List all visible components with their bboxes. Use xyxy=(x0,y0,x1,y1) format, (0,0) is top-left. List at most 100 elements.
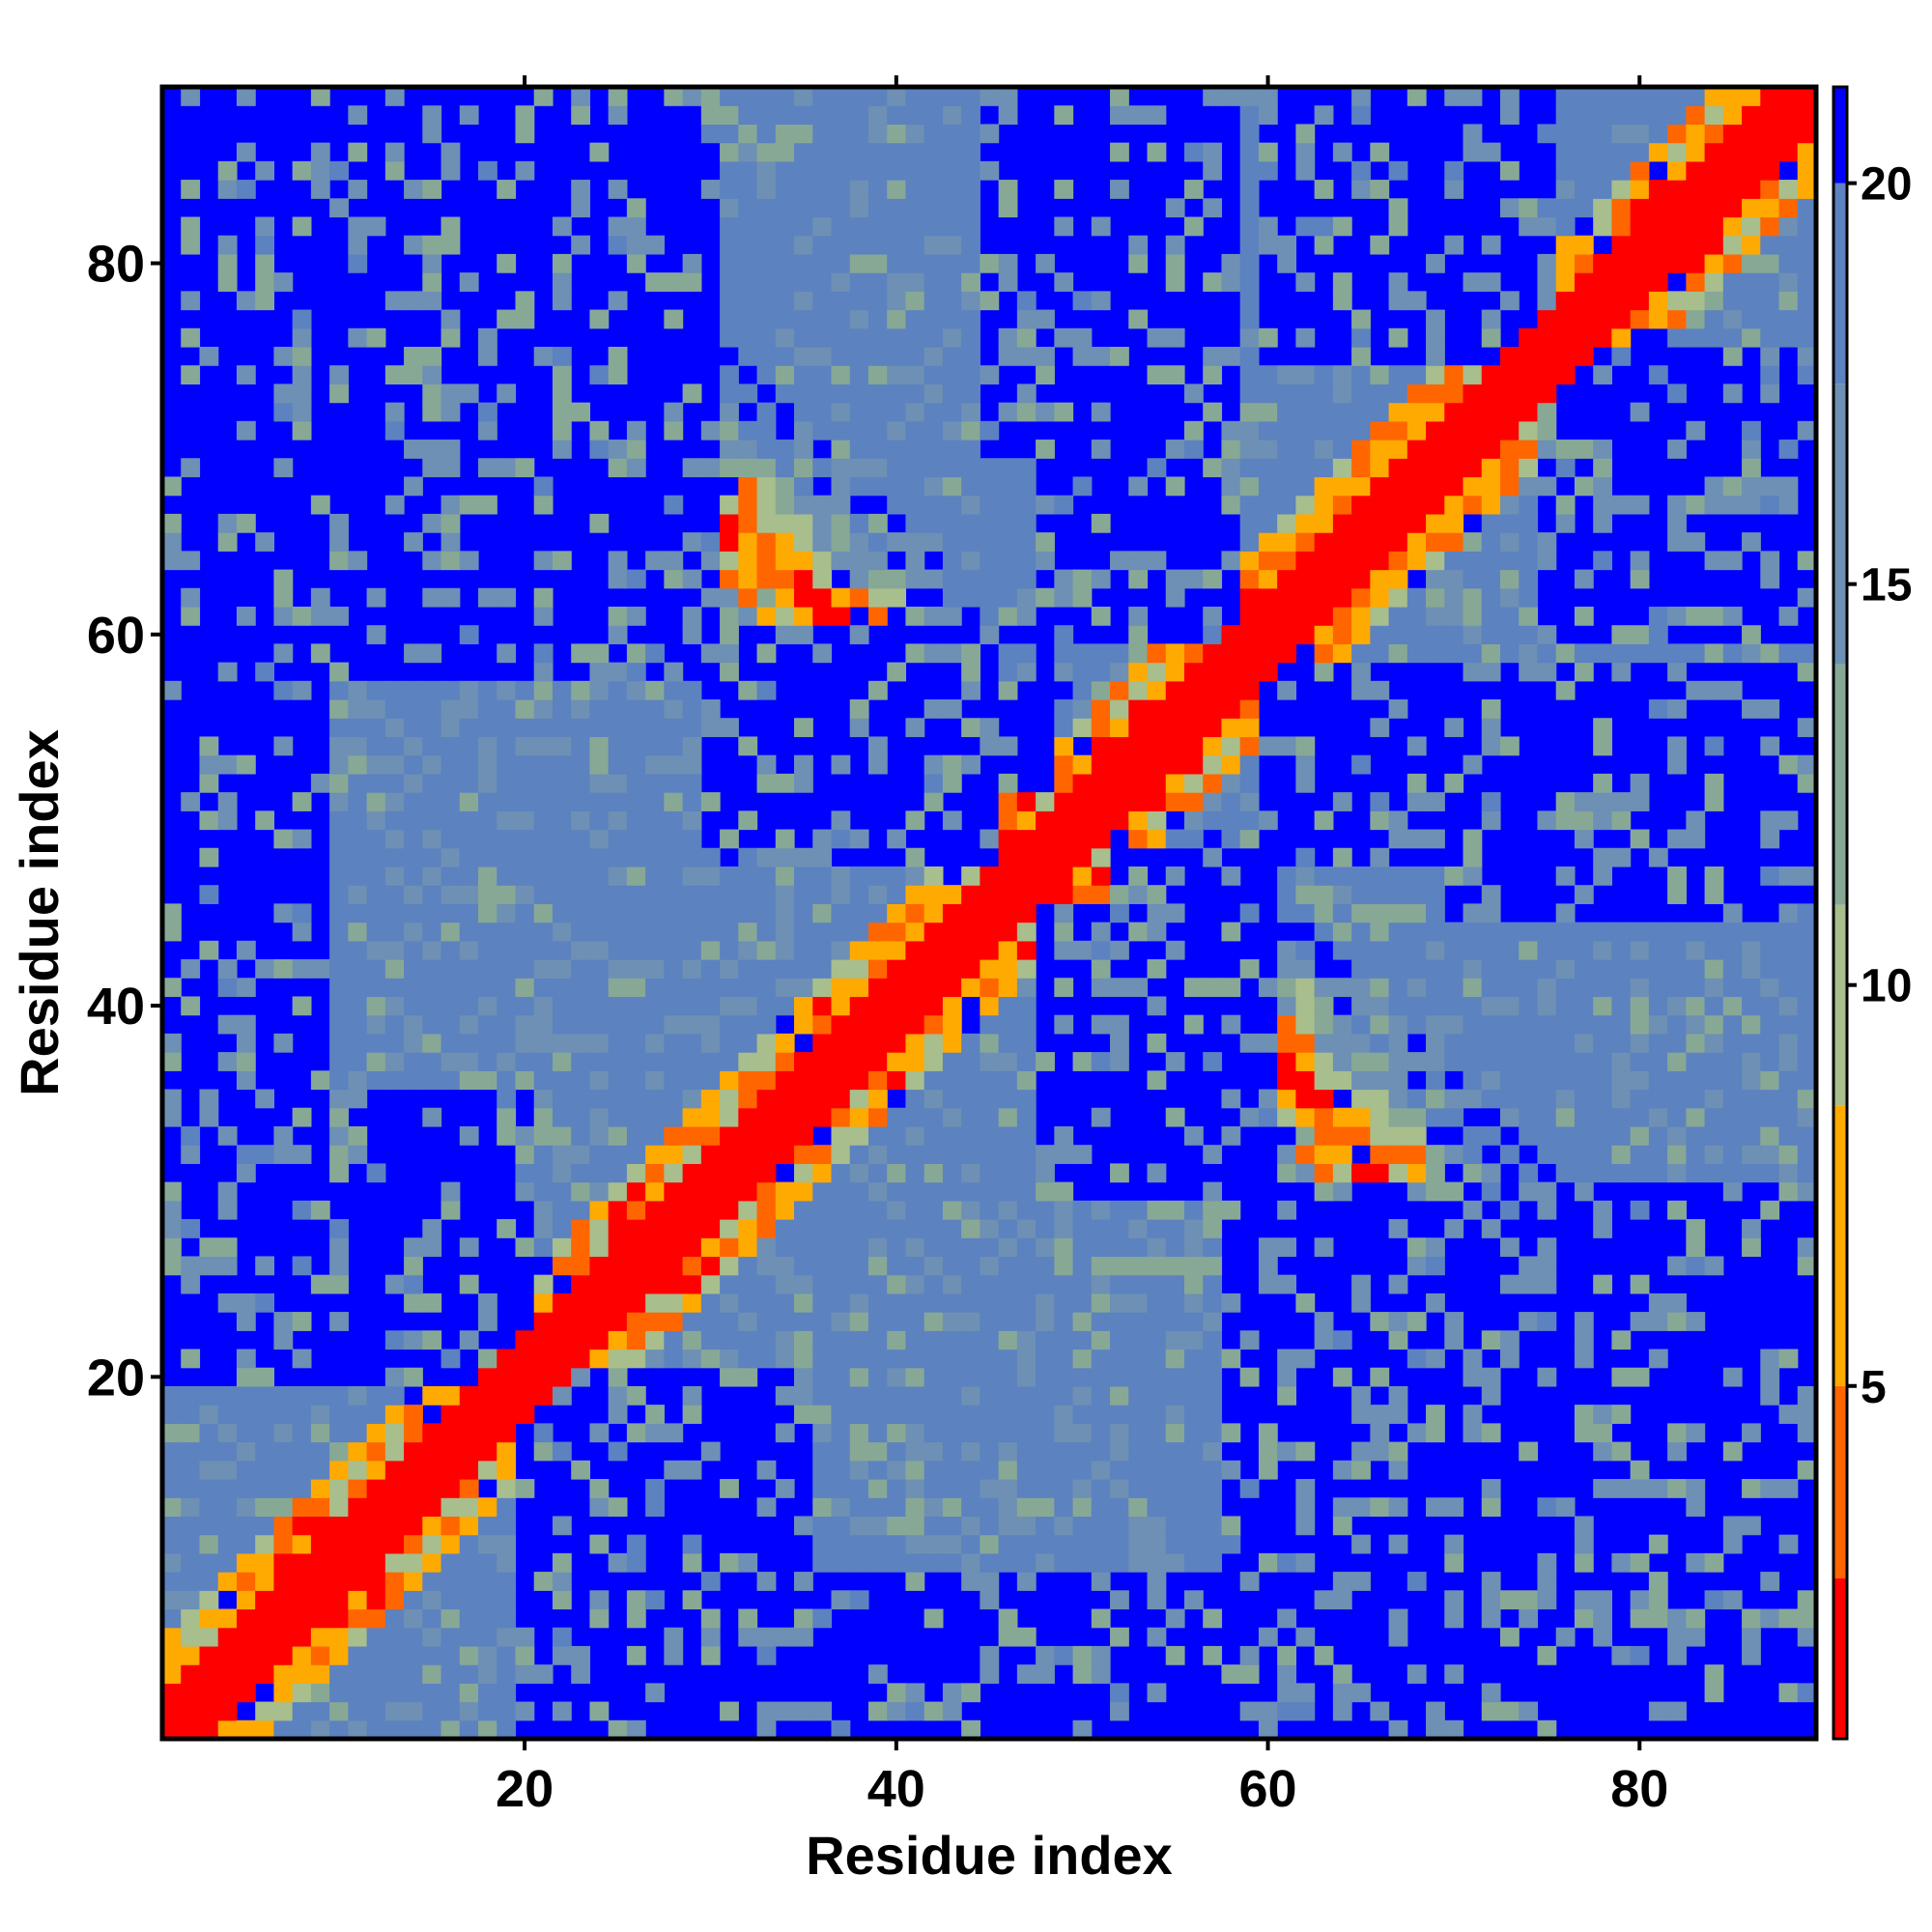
heatmap-cell xyxy=(1221,272,1241,292)
heatmap-cell xyxy=(905,1256,925,1276)
heatmap-cell xyxy=(422,1385,442,1406)
heatmap-cell xyxy=(1481,940,1501,960)
heatmap-cell xyxy=(459,625,479,644)
heatmap-cell xyxy=(812,1330,833,1350)
heatmap-cell xyxy=(1686,253,1706,273)
heatmap-cell xyxy=(1406,625,1427,644)
heatmap-cell xyxy=(720,922,739,942)
heatmap-cell xyxy=(794,625,813,644)
heatmap-cell xyxy=(1778,1405,1799,1424)
heatmap-cell xyxy=(478,866,497,886)
heatmap-cell xyxy=(1704,272,1724,292)
heatmap-cell xyxy=(1722,216,1743,237)
heatmap-cell xyxy=(1036,551,1055,571)
heatmap-cell xyxy=(1351,1033,1371,1053)
heatmap-cell xyxy=(1406,1052,1427,1071)
heatmap-cell xyxy=(1351,160,1371,181)
heatmap-cell xyxy=(720,1312,739,1331)
heatmap-cell xyxy=(1221,718,1241,738)
heatmap-cell xyxy=(1072,792,1093,811)
heatmap-cell xyxy=(867,458,888,478)
heatmap-cell xyxy=(831,1256,851,1276)
heatmap-cell xyxy=(1110,810,1129,831)
heatmap-cell xyxy=(1742,198,1761,218)
heatmap-cell xyxy=(905,198,925,218)
heatmap-cell xyxy=(217,1460,238,1480)
heatmap-cell xyxy=(533,1385,554,1406)
heatmap-cell xyxy=(1277,551,1296,571)
heatmap-cell xyxy=(1351,384,1371,404)
heatmap-cell xyxy=(1648,1052,1668,1071)
heatmap-cell xyxy=(1463,922,1483,942)
heatmap-cell xyxy=(236,1664,256,1684)
heatmap-cell xyxy=(162,1089,182,1109)
heatmap-cell xyxy=(1332,847,1352,867)
heatmap-cell xyxy=(255,1608,275,1629)
heatmap-cell xyxy=(217,180,238,199)
heatmap-cell xyxy=(1016,1405,1037,1424)
heatmap-cell xyxy=(497,1125,517,1146)
heatmap-cell xyxy=(1519,1441,1539,1462)
heatmap-cell xyxy=(867,736,888,756)
heatmap-cell xyxy=(831,1330,851,1350)
heatmap-cell xyxy=(1778,922,1799,942)
heatmap-cell xyxy=(533,1312,554,1331)
heatmap-cell xyxy=(849,1237,869,1258)
heatmap-cell xyxy=(849,1052,869,1071)
heatmap-cell xyxy=(1667,327,1687,348)
heatmap-cell xyxy=(738,996,758,1016)
heatmap-cell xyxy=(700,1293,721,1313)
heatmap-cell xyxy=(1667,1293,1687,1313)
heatmap-cell xyxy=(1128,1405,1149,1424)
heatmap-cell xyxy=(923,1145,944,1164)
heatmap-cell xyxy=(1648,124,1668,144)
heatmap-cell xyxy=(1555,365,1576,385)
heatmap-cell xyxy=(1499,87,1520,106)
heatmap-cell xyxy=(1295,440,1316,459)
heatmap-cell xyxy=(831,476,851,497)
heatmap-cell xyxy=(831,1145,851,1164)
heatmap-cell xyxy=(1239,625,1260,644)
heatmap-cell xyxy=(942,885,962,904)
heatmap-cell xyxy=(217,1125,238,1146)
heatmap-cell xyxy=(1110,754,1129,775)
heatmap-cell xyxy=(459,699,479,719)
heatmap-cell xyxy=(887,291,907,311)
heatmap-cell xyxy=(273,1590,294,1610)
heatmap-cell xyxy=(831,1125,851,1146)
heatmap-cell xyxy=(682,718,702,738)
heatmap-cell xyxy=(162,1719,182,1740)
heatmap-cell xyxy=(720,1145,739,1164)
heatmap-cell xyxy=(1426,1497,1445,1518)
heatmap-cell xyxy=(478,1033,497,1053)
heatmap-cell xyxy=(849,160,869,181)
heatmap-cell xyxy=(589,792,610,811)
heatmap-cell xyxy=(1091,1534,1111,1554)
colorbar-tick-label: 15 xyxy=(1861,560,1912,611)
heatmap-cell xyxy=(1463,1349,1483,1369)
heatmap-cell xyxy=(867,384,888,404)
heatmap-cell xyxy=(1110,1330,1129,1350)
heatmap-cell xyxy=(384,1590,405,1610)
heatmap-cell xyxy=(292,1423,312,1443)
heatmap-cell xyxy=(1016,569,1037,589)
heatmap-cell xyxy=(162,1627,182,1647)
heatmap-cell xyxy=(310,1497,330,1518)
heatmap-cell xyxy=(905,810,925,831)
heatmap-cell xyxy=(440,829,461,849)
heatmap-cell xyxy=(329,1683,349,1703)
heatmap-cell xyxy=(1778,309,1799,329)
heatmap-cell xyxy=(571,885,591,904)
heatmap-cell xyxy=(756,1256,777,1276)
heatmap-cell xyxy=(440,587,461,608)
heatmap-cell xyxy=(867,1330,888,1350)
heatmap-cell xyxy=(831,866,851,886)
heatmap-cell xyxy=(905,440,925,459)
heatmap-cell xyxy=(1760,1145,1780,1164)
heatmap-cell xyxy=(1388,440,1408,459)
heatmap-cell xyxy=(515,1701,535,1721)
heatmap-cell xyxy=(831,1385,851,1406)
heatmap-cell xyxy=(1481,606,1501,626)
heatmap-cell xyxy=(1574,978,1594,998)
heatmap-cell xyxy=(384,1534,405,1554)
